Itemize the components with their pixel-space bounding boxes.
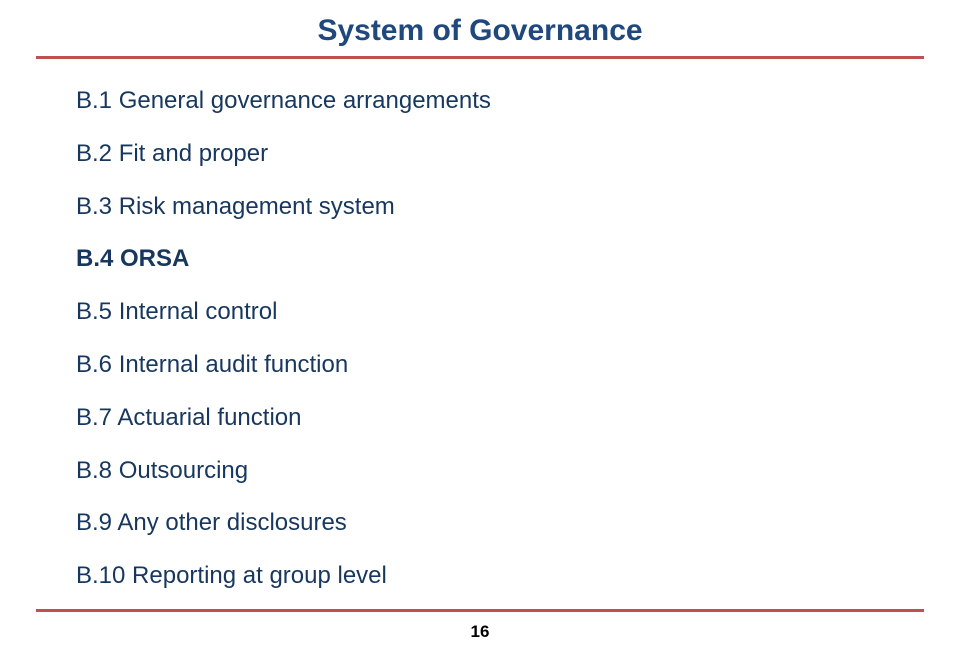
item-b6: B.6 Internal audit function bbox=[76, 351, 960, 380]
page-title: System of Governance bbox=[317, 14, 642, 47]
item-b7: B.7 Actuarial function bbox=[76, 404, 960, 433]
title-container: System of Governance bbox=[0, 0, 960, 48]
item-b1: B.1 General governance arrangements bbox=[76, 87, 960, 116]
item-b10: B.10 Reporting at group level bbox=[76, 562, 960, 591]
item-b8: B.8 Outsourcing bbox=[76, 457, 960, 486]
item-b9: B.9 Any other disclosures bbox=[76, 509, 960, 538]
bottom-divider bbox=[36, 609, 924, 612]
item-b2: B.2 Fit and proper bbox=[76, 140, 960, 169]
item-b3: B.3 Risk management system bbox=[76, 193, 960, 222]
item-b4: B.4 ORSA bbox=[76, 245, 960, 274]
content-list: B.1 General governance arrangements B.2 … bbox=[0, 59, 960, 591]
page-number: 16 bbox=[0, 622, 960, 642]
item-b5: B.5 Internal control bbox=[76, 298, 960, 327]
